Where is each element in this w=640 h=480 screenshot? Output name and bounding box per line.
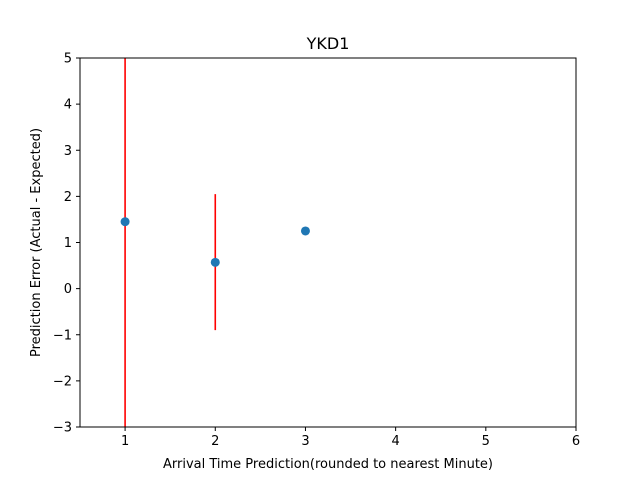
y-tick-label: −1	[53, 328, 72, 343]
y-tick-label: −2	[53, 374, 72, 389]
chart-title: YKD1	[306, 34, 350, 53]
x-tick-label: 6	[572, 434, 580, 449]
x-axis-label: Arrival Time Prediction(rounded to neare…	[163, 457, 493, 472]
data-point-3	[300, 226, 310, 236]
point-layer	[120, 217, 310, 267]
x-tick-label: 1	[121, 434, 129, 449]
y-tick-label: 3	[64, 144, 72, 159]
y-tick-label: 1	[64, 236, 72, 251]
plot-frame	[79, 57, 577, 428]
errorbar-layer	[124, 58, 217, 427]
x-tick-label: 2	[211, 434, 219, 449]
x-tick-label: 4	[391, 434, 399, 449]
data-point-2	[210, 257, 220, 267]
y-tick-label: 2	[64, 190, 72, 205]
y-tick-label: 4	[64, 98, 72, 113]
y-axis-label: Prediction Error (Actual - Expected)	[29, 128, 44, 357]
y-tick-label: −3	[53, 421, 72, 436]
x-tick-label: 5	[482, 434, 490, 449]
y-tick-label: 0	[64, 282, 72, 297]
y-tick-label: 5	[64, 52, 72, 67]
data-point-1	[120, 217, 130, 227]
x-axis-ticks: 1 2 3 4 5 6	[121, 427, 580, 449]
y-axis-ticks: −3 −2 −1 0 1 2 3 4 5	[53, 52, 80, 436]
x-tick-label: 3	[301, 434, 309, 449]
